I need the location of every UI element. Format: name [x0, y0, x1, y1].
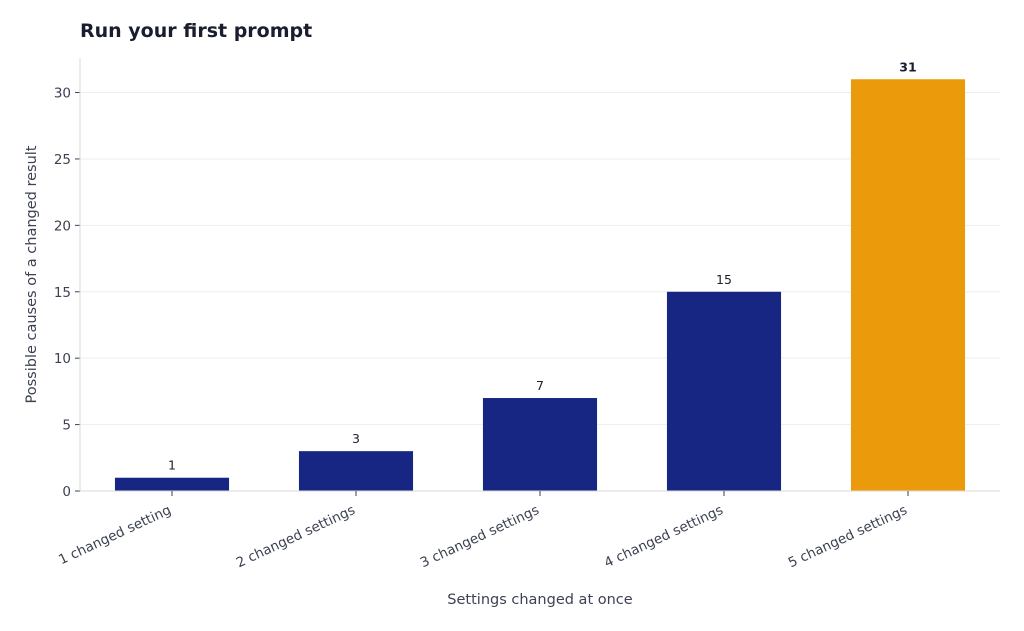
y-tick-label: 10: [54, 351, 71, 367]
x-tick-label: 4 changed settings: [602, 502, 726, 571]
bars: [114, 79, 966, 492]
bar-value-label: 1: [168, 458, 176, 473]
y-tick-label: 5: [62, 418, 71, 434]
labels: 0 5 10 15 20 25 30 1 1 changed setting 3 2 changed…: [24, 59, 917, 608]
y-tick-label: 15: [54, 285, 71, 301]
bar: [850, 79, 966, 492]
bar-value-label: 15: [716, 272, 732, 287]
x-tick-label: 5 changed settings: [786, 502, 910, 571]
bar: [114, 477, 230, 491]
bar: [482, 398, 598, 491]
axes: [75, 58, 1000, 496]
chart-title: Run your first prompt: [80, 20, 313, 42]
y-tick-label: 25: [54, 152, 71, 168]
y-tick-label: 0: [62, 484, 71, 500]
bar: [298, 451, 414, 491]
x-tick-label: 2 changed settings: [234, 502, 358, 571]
bar-value-label: 31: [899, 59, 916, 74]
x-axis-title: Settings changed at once: [447, 592, 632, 608]
bar: [666, 291, 782, 491]
bar-value-label: 7: [536, 378, 544, 393]
x-tick-label: 1 changed setting: [56, 502, 174, 568]
bar-value-label: 3: [352, 431, 360, 446]
y-tick-label: 20: [54, 218, 71, 234]
x-tick-label: 3 changed settings: [418, 502, 542, 571]
y-tick-label: 30: [54, 86, 71, 102]
y-axis-title: Possible causes of a changed result: [24, 145, 40, 403]
